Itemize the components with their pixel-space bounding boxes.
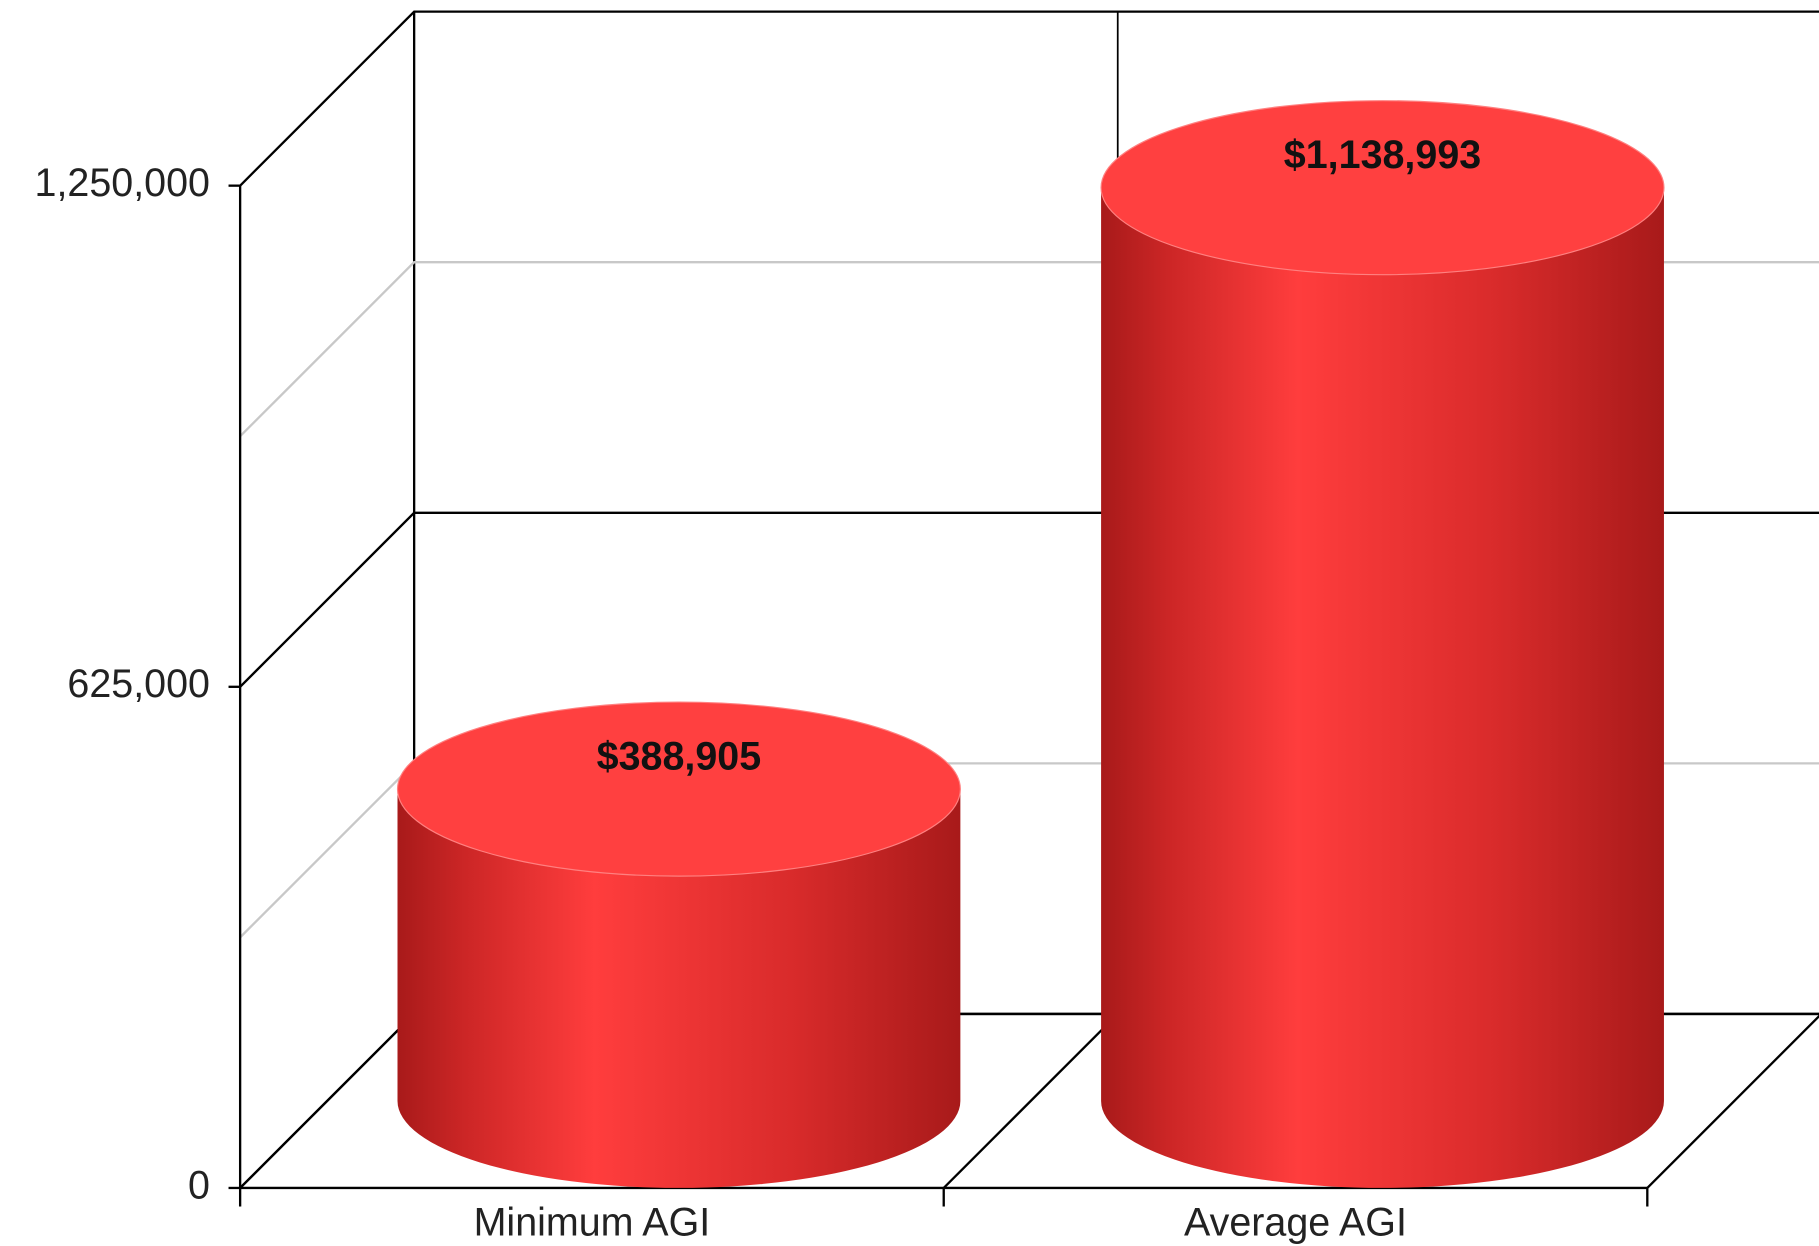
y-tick-label: 1,250,000 (35, 161, 210, 205)
floor-line (1646, 1014, 1819, 1189)
cylinder-body (397, 789, 961, 1188)
floor-line (239, 1013, 415, 1189)
x-tick-label: Average AGI (1184, 1201, 1407, 1245)
y-tick-label: 625,000 (67, 662, 210, 706)
x-tick-label: Minimum AGI (474, 1201, 711, 1245)
grid-line (239, 10, 1819, 187)
y-tick-label: 0 (188, 1163, 210, 1207)
floor-line (942, 1013, 1119, 1189)
cylinder-top (396, 701, 961, 877)
cylinder-body (1101, 187, 1664, 1188)
value-label: $1,138,993 (1284, 133, 1481, 177)
cylinder-top (1100, 100, 1665, 276)
value-label: $388,905 (597, 734, 762, 778)
